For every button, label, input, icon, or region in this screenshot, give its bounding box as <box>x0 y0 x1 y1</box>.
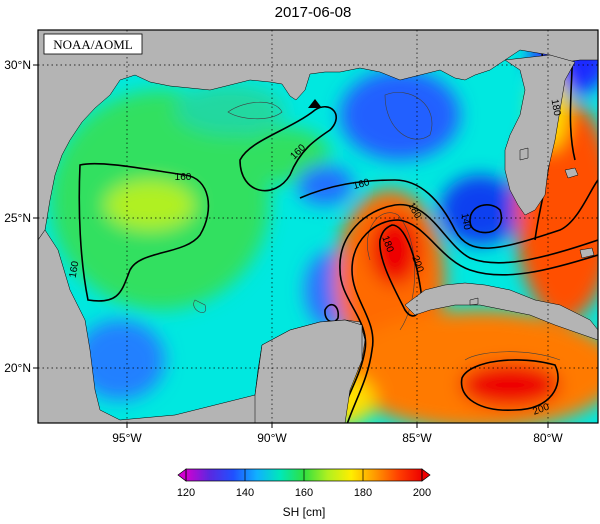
contour-label: 140 <box>459 212 473 231</box>
map-panel: 160 160 160 160 180 180 180 140 200 200 … <box>38 30 598 423</box>
lon-tick-label: 85°W <box>402 431 432 445</box>
lat-axis: 30°N 25°N 20°N <box>4 58 38 375</box>
colorbar-tick-label: 160 <box>295 487 313 499</box>
gridlines <box>38 30 598 423</box>
colorbar-low-arrow <box>177 468 187 482</box>
contour-label: 160 <box>175 172 192 183</box>
lat-tick-label: 30°N <box>4 58 31 72</box>
sea-height-field <box>50 30 598 423</box>
black-triangle-marker <box>308 99 322 108</box>
map-frame <box>37 29 599 424</box>
contour-label: 160 <box>352 177 371 192</box>
colorbar-tick-label: 200 <box>413 487 431 499</box>
credit-box: NOAA/AOML <box>43 33 143 55</box>
credit-text: NOAA/AOML <box>53 37 133 52</box>
colorbar-unit-label: SH [cm] <box>283 505 326 519</box>
lon-axis: 95°W 90°W 85°W 80°W <box>112 423 563 445</box>
minor-contours <box>193 92 561 361</box>
map-title: 2017-06-08 <box>275 4 352 21</box>
colorbar: 120 140 160 180 200 SH [cm] <box>177 468 431 519</box>
lat-tick-label: 20°N <box>4 361 31 375</box>
colorbar-tick-label: 120 <box>177 487 195 499</box>
lon-tick-label: 90°W <box>257 431 287 445</box>
contour-label: 160 <box>68 260 82 279</box>
lon-tick-label: 95°W <box>112 431 142 445</box>
lon-tick-label: 80°W <box>533 431 563 445</box>
colorbar-tick-label: 140 <box>236 487 254 499</box>
colorbar-tick-label: 180 <box>354 487 372 499</box>
lat-tick-label: 25°N <box>4 211 31 225</box>
colorbar-high-arrow <box>421 468 431 482</box>
contour-label: 180 <box>549 98 563 117</box>
landmass <box>38 30 598 423</box>
